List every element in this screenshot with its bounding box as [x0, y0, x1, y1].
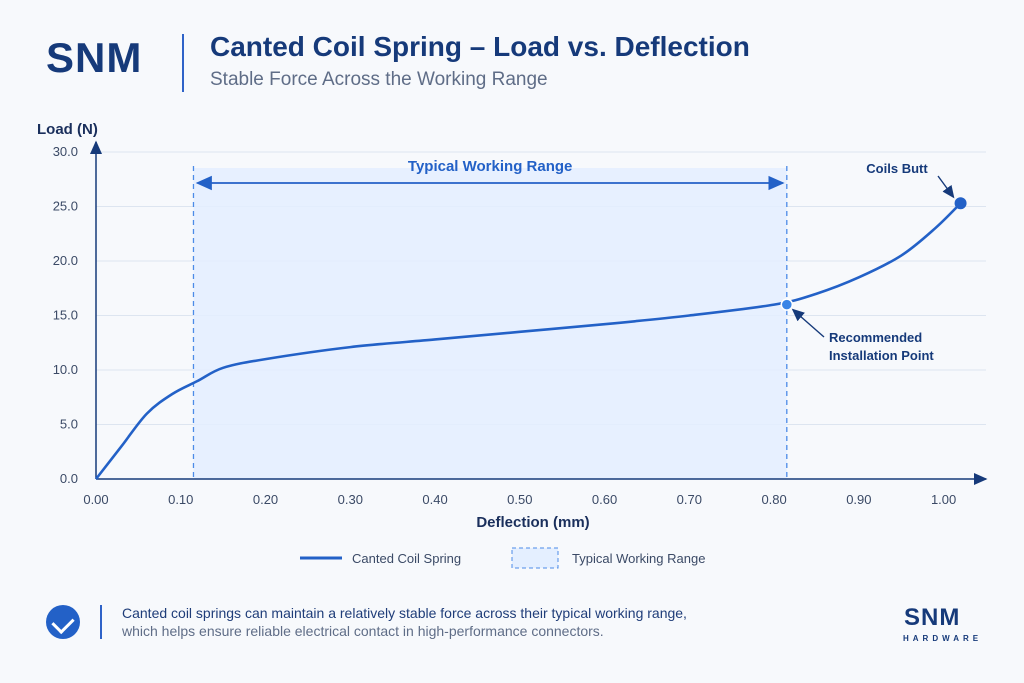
x-tick-label: 0.30 — [338, 492, 363, 507]
legend-label-range: Typical Working Range — [572, 551, 705, 566]
x-axis-label: Deflection (mm) — [476, 514, 589, 531]
chart-title: Canted Coil Spring – Load vs. Deflection — [210, 31, 750, 62]
x-tick-label: 0.00 — [83, 492, 108, 507]
y-tick-label: 0.0 — [60, 471, 78, 486]
y-tick-label: 5.0 — [60, 417, 78, 432]
x-tick-label: 0.10 — [168, 492, 193, 507]
y-axis-label: Load (N) — [37, 121, 98, 138]
x-tick-label: 1.00 — [931, 492, 956, 507]
y-tick-label: 30.0 — [53, 144, 78, 159]
y-tick-label: 25.0 — [53, 199, 78, 214]
footer-note-line1: Canted coil springs can maintain a relat… — [122, 605, 687, 621]
installation-point — [780, 298, 794, 311]
footer-note-line2: which helps ensure reliable electrical c… — [122, 623, 604, 639]
y-tick-label: 20.0 — [53, 253, 78, 268]
x-tick-label: 0.20 — [253, 492, 278, 507]
footer-logo-subtitle: HARDWARE — [903, 634, 983, 643]
coils-butt-label: Coils Butt — [866, 161, 928, 176]
installation-point-arrow — [791, 308, 825, 338]
x-tick-label: 0.90 — [846, 492, 871, 507]
legend-range-swatch — [511, 547, 559, 569]
x-tick-label: 0.50 — [507, 492, 532, 507]
coils-butt-point — [954, 197, 967, 210]
series-line-canted-coil-spring — [94, 202, 962, 480]
working-range-region — [193, 168, 787, 479]
brand-logo: SNM — [46, 34, 143, 81]
y-tick-label: 15.0 — [53, 308, 78, 323]
installation-point-label: Installation Point — [829, 348, 934, 363]
x-tick-label: 0.70 — [677, 492, 702, 507]
x-tick-label: 0.40 — [422, 492, 447, 507]
check-icon — [46, 605, 80, 639]
x-tick-label: 0.60 — [592, 492, 617, 507]
title-divider — [182, 34, 184, 92]
installation-point-label: Recommended — [829, 330, 922, 345]
legend-label-series: Canted Coil Spring — [352, 551, 461, 566]
footer-logo: SNM — [904, 604, 961, 631]
coils-butt-arrow — [937, 175, 955, 199]
working-range-label: Typical Working Range — [408, 158, 572, 175]
footer-divider — [100, 605, 102, 639]
y-tick-label: 10.0 — [53, 362, 78, 377]
footer-note: Canted coil springs can maintain a relat… — [122, 604, 822, 640]
x-tick-label: 0.80 — [761, 492, 786, 507]
chart-subtitle: Stable Force Across the Working Range — [210, 69, 548, 90]
